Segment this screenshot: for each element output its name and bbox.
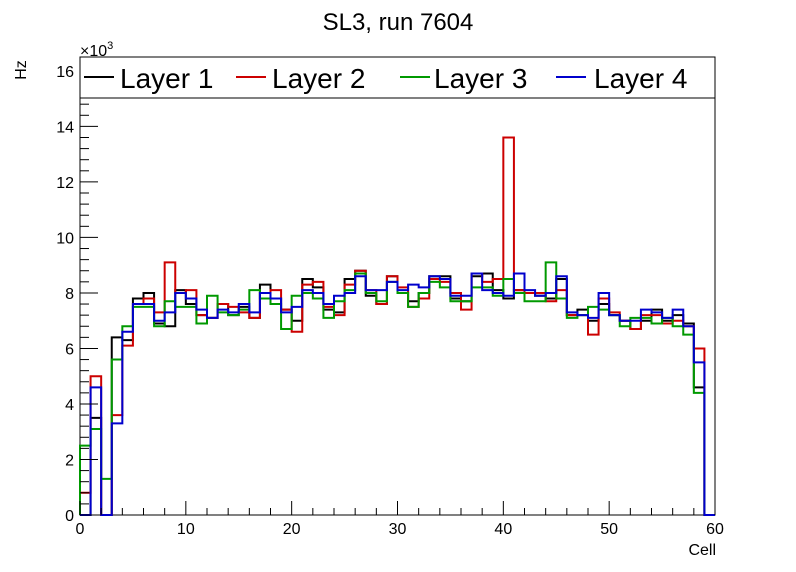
y-tick-label: 0 [65,508,74,525]
y-tick-label: 4 [65,397,74,414]
y-axis-multiplier: ×103 [80,40,113,60]
legend-label-layer-3: Layer 3 [434,63,527,94]
legend-label-layer-4: Layer 4 [594,63,687,94]
legend-label-layer-1: Layer 1 [120,63,213,94]
y-tick-label: 14 [56,119,74,136]
y-axis-multiplier-base: ×10 [80,43,107,60]
x-tick-label: 60 [706,521,724,538]
y-axis-multiplier-exponent: 3 [107,40,113,52]
x-tick-label: 30 [389,521,407,538]
y-tick-label: 8 [65,286,74,303]
y-tick-label: 6 [65,341,74,358]
legend-entry-layer-1: Layer 1 [84,63,213,94]
legend: Layer 1 Layer 2 Layer 3 Layer 4 [79,56,716,99]
x-tick-label: 10 [177,521,195,538]
histogram-lines [79,136,715,516]
legend-entry-layer-4: Layer 4 [556,63,687,94]
y-tick-label: 2 [65,452,74,469]
legend-entry-layer-2: Layer 2 [236,63,365,94]
y-tick-label: 16 [56,64,74,81]
legend-label-layer-2: Layer 2 [272,63,365,94]
x-tick-label: 20 [283,521,301,538]
series-line-layer-4 [80,272,715,516]
legend-box [79,56,716,99]
axes: 0 10 20 30 40 50 60 0 2 4 6 8 10 12 14 16 [56,64,724,538]
x-axis-label: Cell [688,542,716,559]
x-tick-label: 0 [76,521,85,538]
x-tick-label: 50 [600,521,618,538]
legend-entry-layer-3: Layer 3 [400,63,527,94]
y-tick-label: 10 [56,230,74,247]
y-axis-label: Hz [13,60,30,80]
y-tick-label: 12 [56,175,74,192]
x-tick-label: 40 [494,521,512,538]
chart-title: SL3, run 7604 [323,9,474,36]
